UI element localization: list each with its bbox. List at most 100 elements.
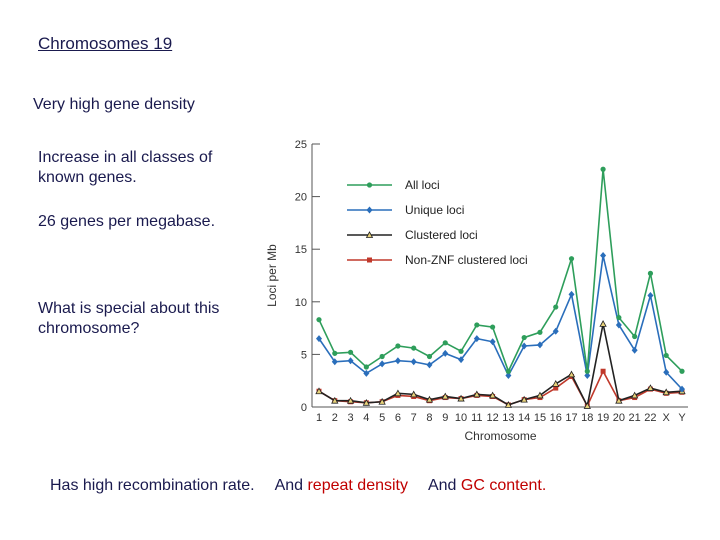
data-point bbox=[365, 231, 374, 238]
data-point bbox=[457, 394, 465, 402]
note-gc-text: GC content. bbox=[456, 477, 547, 494]
data-point bbox=[615, 321, 622, 329]
x-tick-label: 5 bbox=[379, 412, 385, 424]
data-point bbox=[366, 182, 373, 188]
x-tick-label: 12 bbox=[486, 412, 498, 424]
x-tick-label: 1 bbox=[316, 412, 322, 424]
data-point bbox=[331, 396, 339, 404]
data-point bbox=[441, 392, 449, 400]
data-point bbox=[316, 335, 322, 343]
data-point bbox=[663, 368, 670, 376]
chart-legend: All loci Unique loci Clustered loci Non-ZNF… bbox=[347, 178, 528, 267]
point-genes-per-mb: 26 genes per megabase. bbox=[38, 213, 216, 230]
data-point bbox=[395, 343, 401, 349]
data-point bbox=[679, 368, 685, 374]
data-point bbox=[646, 384, 655, 391]
data-point bbox=[536, 341, 543, 349]
legend-item: Clustered loci bbox=[347, 228, 478, 242]
y-tick-label: 5 bbox=[301, 349, 307, 361]
data-point bbox=[442, 340, 448, 346]
data-point bbox=[473, 390, 481, 398]
data-point bbox=[600, 368, 606, 374]
x-tick-label: 13 bbox=[502, 412, 514, 424]
data-point bbox=[583, 402, 591, 409]
data-point bbox=[505, 371, 512, 379]
data-point bbox=[520, 395, 528, 403]
x-tick-label: 3 bbox=[348, 412, 354, 424]
x-tick-label: 2 bbox=[332, 412, 338, 424]
series-line bbox=[318, 255, 683, 390]
x-tick-label: 10 bbox=[455, 412, 467, 424]
x-tick-label: 4 bbox=[363, 412, 369, 424]
legend-label: Unique loci bbox=[405, 203, 464, 217]
series-line bbox=[318, 323, 683, 409]
chart-series bbox=[315, 166, 686, 409]
data-point bbox=[426, 353, 433, 360]
note-gc-and: And bbox=[427, 477, 457, 494]
x-tick-label: 21 bbox=[629, 412, 641, 424]
data-point bbox=[552, 327, 559, 335]
point-question: What is special about this chromosome? bbox=[38, 300, 220, 337]
x-tick-label: 22 bbox=[644, 412, 656, 424]
x-tick-label: 20 bbox=[613, 412, 625, 424]
legend-label: All loci bbox=[405, 178, 440, 192]
y-tick-label: 15 bbox=[295, 244, 307, 256]
x-tick-label: 16 bbox=[550, 412, 562, 424]
data-point bbox=[632, 333, 638, 340]
data-point bbox=[363, 369, 370, 377]
legend-label: Clustered loci bbox=[405, 228, 478, 242]
series-line bbox=[318, 169, 683, 374]
data-point bbox=[473, 335, 480, 343]
data-point bbox=[379, 360, 386, 368]
x-tick-label: Y bbox=[678, 412, 686, 424]
data-point bbox=[489, 338, 496, 346]
note-gc: And GC content. bbox=[428, 477, 546, 494]
legend-item: All loci bbox=[347, 178, 440, 192]
data-point bbox=[647, 270, 654, 276]
data-point bbox=[347, 357, 354, 365]
data-point bbox=[553, 385, 559, 391]
x-tick-label: 8 bbox=[426, 412, 432, 424]
series-unique-loci bbox=[316, 252, 685, 393]
data-point bbox=[394, 357, 401, 365]
x-tick-label: 9 bbox=[442, 412, 448, 424]
data-point bbox=[504, 401, 513, 408]
legend-item: Unique loci bbox=[347, 203, 464, 217]
x-tick-label: 15 bbox=[534, 412, 546, 424]
data-point bbox=[362, 398, 371, 406]
x-tick-label: X bbox=[663, 412, 671, 424]
y-axis-label: Loci per Mb bbox=[265, 244, 279, 307]
data-point bbox=[410, 358, 417, 366]
data-point bbox=[630, 391, 639, 399]
data-point bbox=[568, 256, 575, 262]
data-point bbox=[521, 342, 528, 350]
data-point bbox=[490, 324, 496, 330]
data-point bbox=[366, 206, 373, 214]
data-point bbox=[394, 389, 402, 397]
data-point bbox=[600, 252, 607, 260]
y-tick-label: 0 bbox=[301, 402, 307, 414]
data-point bbox=[379, 353, 385, 360]
x-tick-label: 6 bbox=[395, 412, 401, 424]
note-recombination: Has high recombination rate. bbox=[50, 477, 255, 494]
data-point bbox=[615, 396, 623, 404]
data-point bbox=[662, 388, 670, 396]
data-point bbox=[347, 349, 354, 355]
bottom-notes: Has high recombination rate. And repeat d… bbox=[50, 477, 566, 495]
x-tick-label: 11 bbox=[471, 412, 482, 424]
data-point bbox=[316, 317, 322, 323]
data-point bbox=[458, 348, 464, 354]
data-point bbox=[410, 390, 418, 398]
data-point bbox=[442, 349, 449, 357]
data-point bbox=[331, 358, 338, 366]
x-tick-label: 18 bbox=[581, 412, 593, 424]
data-point bbox=[363, 364, 369, 370]
x-tick-label: 14 bbox=[518, 412, 530, 424]
legend-item: Non-ZNF clustered loci bbox=[347, 253, 528, 267]
data-point bbox=[584, 371, 591, 379]
data-point bbox=[567, 370, 576, 378]
data-point bbox=[599, 320, 607, 327]
note-repeat-and: And bbox=[274, 477, 304, 494]
data-point bbox=[458, 356, 465, 364]
